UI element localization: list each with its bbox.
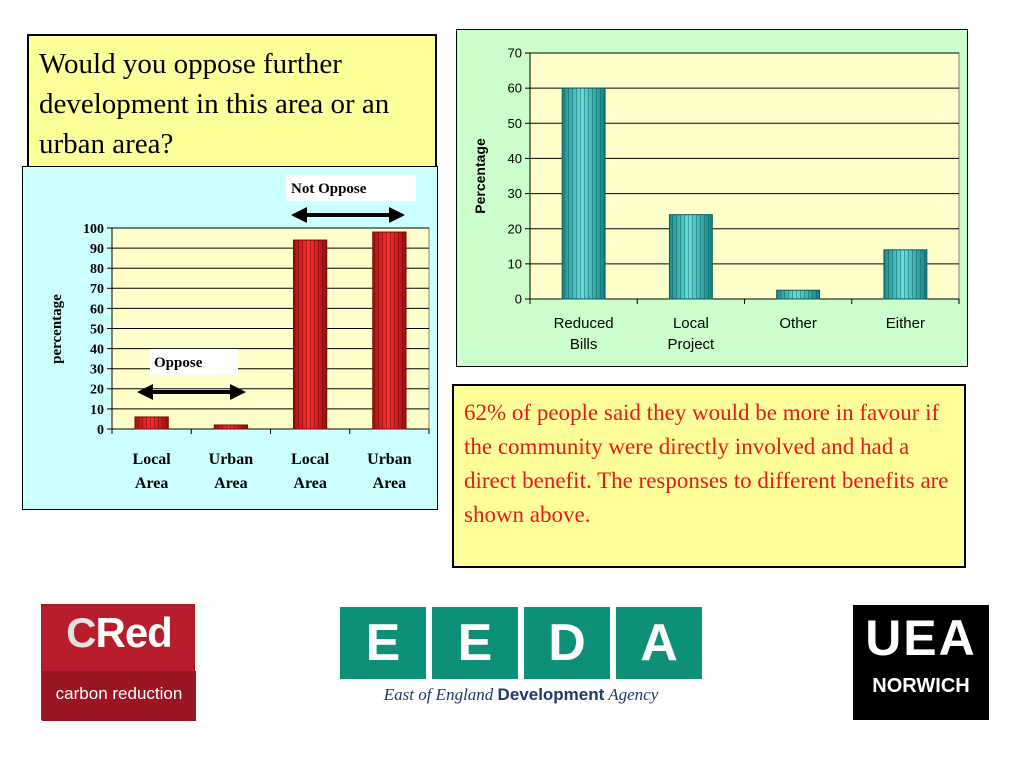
benefits-chart-panel: 0 10 20 30 40 50 60 70 Reduced Bills Local Project…	[456, 29, 968, 367]
oppose-chart-panel: 0 10 20 30 40 50 60 70 80 90 100 Local Area Urban Are…	[22, 166, 438, 510]
not-oppose-annotation: Not Oppose	[286, 175, 416, 223]
y-tick-label: 20	[508, 221, 522, 236]
y-tick-label: 10	[90, 403, 104, 418]
bar-2	[668, 214, 713, 300]
bar-3	[776, 289, 821, 300]
x-tick-label: Area	[214, 475, 247, 492]
y-tick-label: 40	[90, 343, 104, 358]
x-tick-label: Local	[133, 451, 172, 468]
y-tick-label: 10	[508, 256, 522, 271]
x-tick-label: Bills	[570, 336, 598, 353]
y-tick-label: 80	[90, 262, 104, 277]
x-tick-label: Urban	[209, 451, 254, 468]
benefits-chart: 0 10 20 30 40 50 60 70 Reduced Bills Local Project…	[472, 46, 960, 353]
x-tick-label: Area	[373, 475, 406, 492]
y-tick-label: 70	[508, 46, 522, 61]
eeda-letter-e2: E	[432, 607, 518, 679]
bar-4	[372, 231, 407, 430]
uea-logo: UEA NORWICH	[853, 605, 989, 720]
eeda-letter-e1: E	[340, 607, 426, 679]
x-tick-label: Area	[135, 475, 168, 492]
uea-logo-word: UEA	[865, 610, 977, 666]
y-tick-label: 20	[90, 383, 104, 398]
question-box: Would you oppose further development in …	[27, 34, 437, 170]
cred-logo: CRed carbon reduction	[41, 604, 196, 721]
x-tick-label: Local	[291, 451, 330, 468]
bar-1	[561, 87, 606, 300]
y-tick-label: 40	[508, 151, 522, 166]
oppose-chart: 0 10 20 30 40 50 60 70 80 90 100 Local Area Urban Are…	[49, 175, 430, 492]
bar-2	[213, 424, 249, 430]
x-tick-label: Urban	[367, 451, 412, 468]
y-axis-label: Percentage	[472, 138, 488, 214]
eeda-letter-d: D	[524, 607, 610, 679]
eeda-logo: E E D A East of England Development Agen…	[340, 607, 702, 717]
x-tick-label: Area	[293, 475, 326, 492]
bar-4	[883, 249, 928, 300]
y-tick-label: 100	[83, 222, 104, 237]
y-tick-label: 50	[90, 322, 104, 337]
oppose-label: Oppose	[154, 355, 203, 371]
benefits-text: 62% of people said they would be more in…	[464, 400, 949, 527]
x-tick-label: Other	[779, 315, 817, 332]
not-oppose-label: Not Oppose	[291, 181, 367, 197]
y-tick-label: 30	[508, 186, 522, 201]
y-tick-label: 0	[97, 423, 104, 438]
y-tick-label: 50	[508, 116, 522, 131]
benefits-text-box: 62% of people said they would be more in…	[452, 384, 966, 568]
y-tick-label: 0	[515, 292, 522, 307]
y-tick-label: 60	[90, 302, 104, 317]
x-tick-label: Reduced	[554, 315, 614, 332]
bar-1	[134, 416, 169, 430]
x-tick-label: Either	[886, 315, 925, 332]
y-tick-label: 60	[508, 81, 522, 96]
x-tick-label: Project	[668, 336, 716, 353]
bar-3	[292, 239, 328, 430]
y-tick-label: 70	[90, 282, 104, 297]
eeda-letter-a: A	[616, 607, 702, 679]
y-axis-label: percentage	[49, 294, 65, 364]
x-tick-label: Local	[673, 315, 709, 332]
oppose-annotation: Oppose	[137, 349, 246, 400]
y-tick-label: 90	[90, 242, 104, 257]
y-tick-label: 30	[90, 363, 104, 378]
cred-logo-subtitle: carbon reduction	[42, 671, 196, 721]
uea-logo-city: NORWICH	[872, 675, 970, 697]
cred-logo-word: CRed	[66, 609, 173, 656]
eeda-tagline: East of England Development Agency	[383, 685, 659, 704]
question-text: Would you oppose further development in …	[39, 48, 390, 160]
